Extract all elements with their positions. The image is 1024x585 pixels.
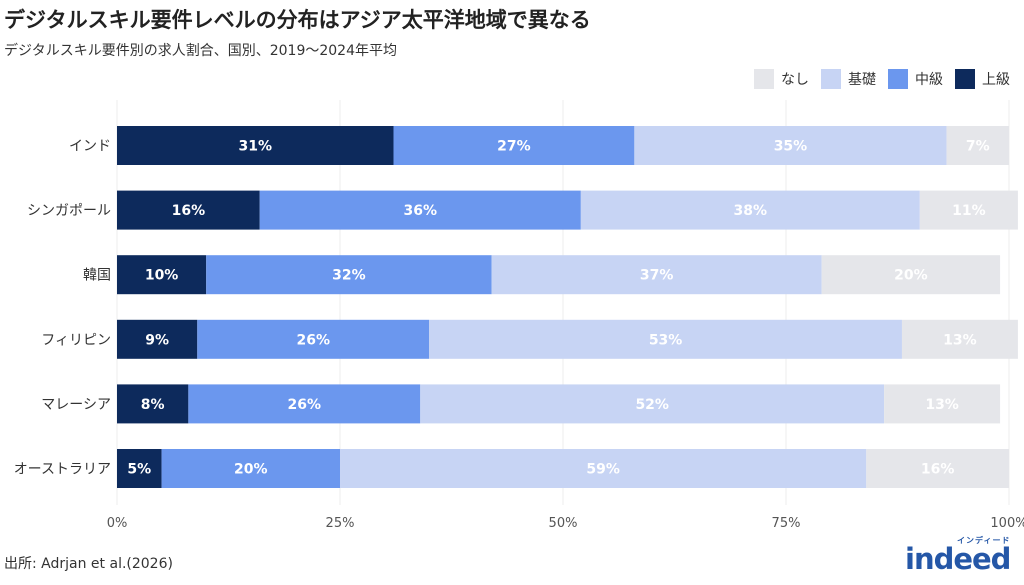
category-label: マレーシア [41,397,111,413]
bar-segment [117,126,394,165]
data-label: 7% [966,139,990,155]
source-note: 出所: Adrjan et al.(2026) [4,556,173,572]
bars: 31% 27% 35% 7% 16% 36% 38% 11% 10% 32% 37% 20% 9% 26%… [117,126,1018,488]
data-label: 26% [288,397,322,413]
bar-segment [429,319,902,359]
bar-segment [946,126,1009,165]
data-label: 9% [145,332,169,348]
bar-segment [161,449,340,488]
logo-tagline: インディード [957,536,1011,545]
x-tick-label: 75% [772,516,801,531]
bar-segment [919,190,1018,230]
x-tick-label: 100% [990,516,1024,531]
data-label: 59% [586,462,620,478]
gridlines [116,100,1010,505]
bar-segment [821,255,1001,295]
x-tick-label: 25% [326,516,355,531]
legend-swatch-intermediate [888,69,908,89]
bar-segment [206,255,492,295]
bar-segment [393,126,635,165]
legend-label-basic: 基礎 [848,72,876,88]
data-label: 36% [404,203,438,219]
legend-label-none: なし [781,72,809,88]
data-label: 37% [640,268,674,284]
bar-segment [866,449,1009,488]
data-label: 52% [635,397,669,413]
data-label: 26% [296,332,330,348]
logo-wordmark: indeed [905,542,1011,576]
bar-segment [117,319,198,359]
bar-segment [901,319,1018,359]
legend-label-intermediate: 中級 [915,72,943,88]
data-label: 16% [172,203,206,219]
bar-segment [117,255,207,295]
bar-segment [188,384,421,424]
chart-subtitle: デジタルスキル要件別の求人割合、国別、2019〜2024年平均 [4,43,397,59]
data-label: 20% [894,268,928,284]
bar-segment [259,190,581,230]
data-label: 32% [332,268,366,284]
bar-segment [340,449,867,488]
bar-segment [884,384,1001,424]
data-label: 20% [234,462,268,478]
legend-item-none: なし [754,69,809,89]
legend-swatch-advanced [955,69,975,89]
data-label: 13% [943,332,977,348]
category-label: インド [69,139,111,155]
chart-title: デジタルスキル要件レベルの分布はアジア太平洋地域で異なる [4,8,591,32]
bar-segment [117,190,260,230]
legend-swatch-none [754,69,774,89]
data-label: 11% [952,203,986,219]
data-label: 53% [649,332,683,348]
data-label: 16% [921,462,955,478]
bar-segment [580,190,920,230]
bar-segment [117,449,162,488]
x-tick-label: 0% [107,516,128,531]
data-label: 27% [497,139,531,155]
legend: なし 基礎 中級 上級 [754,69,1010,89]
legend-label-advanced: 上級 [982,72,1010,88]
category-label: シンガポール [27,203,111,219]
legend-item-basic: 基礎 [821,69,876,89]
x-tick-labels: 0% 25% 50% 75% 100% [107,516,1024,531]
data-label: 38% [734,203,768,219]
bar-segment [420,384,885,424]
legend-item-intermediate: 中級 [888,69,943,89]
category-label: 韓国 [83,268,111,284]
category-label: フィリピン [41,332,111,348]
data-label: 13% [925,397,959,413]
bar-segment [491,255,822,295]
legend-item-advanced: 上級 [955,69,1010,89]
bar-segment [117,384,189,424]
indeed-logo: インディード indeed [905,535,1015,579]
bar-segment [197,319,430,359]
stacked-bar-chart: 31% 27% 35% 7% 16% 36% 38% 11% 10% 32% 37% 20% 9% 26%… [14,100,1024,531]
legend-swatch-basic [821,69,841,89]
data-label: 31% [239,139,273,155]
data-label: 8% [141,397,165,413]
data-label: 5% [127,462,151,478]
data-label: 10% [145,268,179,284]
category-label: オーストラリア [14,462,111,478]
bar-segment [634,126,947,165]
x-tick-label: 50% [549,516,578,531]
data-label: 35% [774,139,808,155]
